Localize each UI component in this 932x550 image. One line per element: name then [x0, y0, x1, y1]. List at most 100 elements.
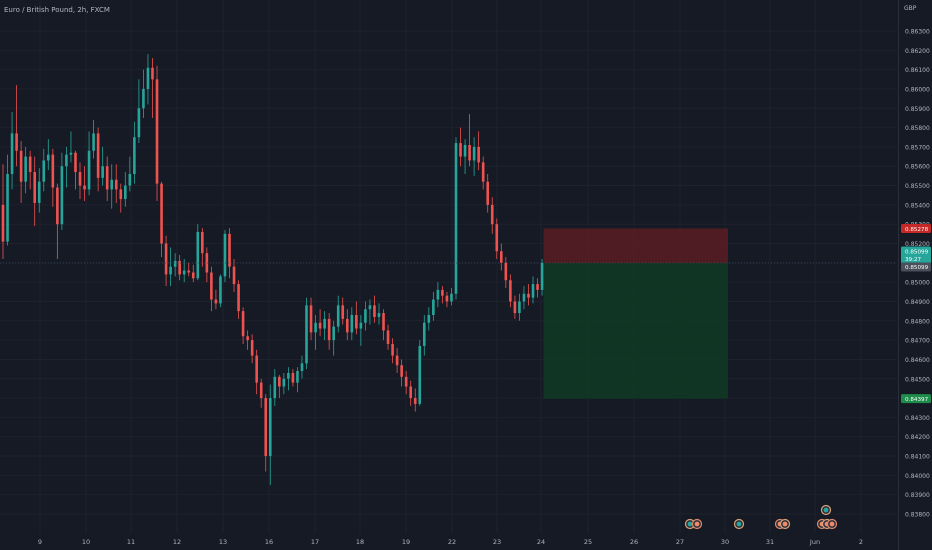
candle	[1, 164, 5, 259]
candle-body	[37, 181, 41, 203]
price-tick-label: 0.84800	[905, 318, 930, 325]
stop-loss-zone[interactable]	[543, 228, 728, 264]
candle	[228, 228, 231, 279]
candle-body	[500, 251, 503, 263]
position-zones[interactable]	[543, 228, 728, 399]
candle	[395, 347, 399, 373]
candle-body	[92, 133, 95, 151]
candle	[278, 374, 281, 399]
candle	[24, 146, 27, 194]
candle	[413, 388, 417, 412]
price-tick-label: 0.86300	[905, 29, 930, 36]
candle	[400, 359, 403, 387]
candle-body	[327, 318, 331, 341]
current-price-badge-text: 0.85099	[905, 250, 929, 256]
candle	[427, 307, 431, 331]
candle-body	[382, 313, 385, 331]
price-axis[interactable]: 0.86300 0.86200 0.86100 0.86000 0.85900 0.858…	[905, 29, 930, 519]
stop-price-badge: 0.85278	[901, 223, 931, 233]
candle-body	[246, 336, 249, 341]
candle	[214, 289, 218, 310]
candle	[33, 156, 37, 227]
candle	[481, 156, 485, 190]
currency-label: GBP	[904, 5, 917, 12]
candle-body	[373, 305, 376, 317]
candle-body	[137, 108, 141, 138]
candle-body	[395, 355, 399, 366]
candle	[223, 229, 227, 283]
time-tick-label: 13	[219, 538, 227, 546]
candle	[259, 378, 263, 408]
price-tick-label: 0.84100	[905, 454, 930, 461]
candle-body	[96, 133, 100, 178]
candle-body	[481, 162, 485, 182]
candle-body	[232, 266, 236, 285]
candle	[504, 257, 508, 288]
candle	[19, 141, 23, 203]
event-marker-icon[interactable]	[779, 518, 791, 530]
candle	[332, 320, 335, 356]
candle	[518, 293, 521, 321]
time-axis[interactable]: 9 10 11 12 13 16 17 18 19 22 23 24 25 26 27 30 31 Jun 2	[38, 538, 863, 546]
candle-body	[468, 144, 471, 161]
event-marker-icon[interactable]	[820, 504, 832, 516]
candle	[250, 334, 254, 364]
candle-body	[450, 293, 453, 302]
candle	[255, 349, 258, 395]
candle-body	[146, 67, 150, 89]
event-marker-icon[interactable]	[684, 518, 696, 530]
take-profit-zone[interactable]	[543, 263, 728, 399]
stop-price-badge-bg	[901, 223, 931, 233]
candle-body	[341, 305, 345, 319]
candle-body	[114, 179, 118, 190]
time-tick-label: 10	[82, 538, 90, 546]
candle-body	[78, 172, 82, 186]
candle	[246, 330, 249, 350]
candle-body	[404, 376, 408, 387]
candle-body	[214, 299, 218, 304]
candle	[355, 301, 358, 335]
event-marker-dot	[736, 521, 742, 527]
candle	[6, 154, 9, 246]
candle-body	[19, 150, 23, 182]
candle	[422, 315, 426, 356]
candle	[60, 152, 64, 230]
candle-body	[264, 398, 268, 457]
candle	[210, 266, 213, 312]
candle	[418, 340, 422, 406]
candle-body	[160, 183, 163, 244]
symbol-title[interactable]: Euro / British Pound, 2h, FXCM	[4, 6, 110, 14]
candle-body	[518, 301, 521, 314]
event-marker-dot	[829, 521, 835, 527]
candle	[454, 137, 458, 300]
candle-body	[24, 156, 27, 182]
candle-body	[182, 270, 186, 275]
candle	[513, 295, 517, 319]
candle	[432, 291, 435, 321]
event-marker-icon[interactable]	[691, 518, 703, 530]
event-marker-icon[interactable]	[733, 518, 745, 530]
candle	[146, 54, 150, 105]
time-tick-label: 2	[859, 538, 863, 546]
candle	[495, 218, 499, 259]
event-markers[interactable]	[684, 504, 838, 530]
candle-body	[486, 181, 490, 205]
candle-body	[219, 276, 222, 304]
candle	[173, 253, 177, 277]
entry-price-badge-text: 0.85099	[905, 265, 929, 271]
price-tick-label: 0.86200	[905, 48, 930, 55]
candle-body	[427, 315, 431, 323]
candle	[187, 262, 191, 277]
candle	[101, 146, 104, 186]
candle	[468, 114, 471, 167]
candle-body	[336, 305, 340, 327]
candle-body	[490, 204, 494, 225]
candle	[441, 286, 444, 304]
event-marker-icon[interactable]	[826, 518, 838, 530]
candle-body	[187, 270, 191, 273]
candle-body	[33, 172, 37, 203]
candle-body	[74, 152, 77, 173]
